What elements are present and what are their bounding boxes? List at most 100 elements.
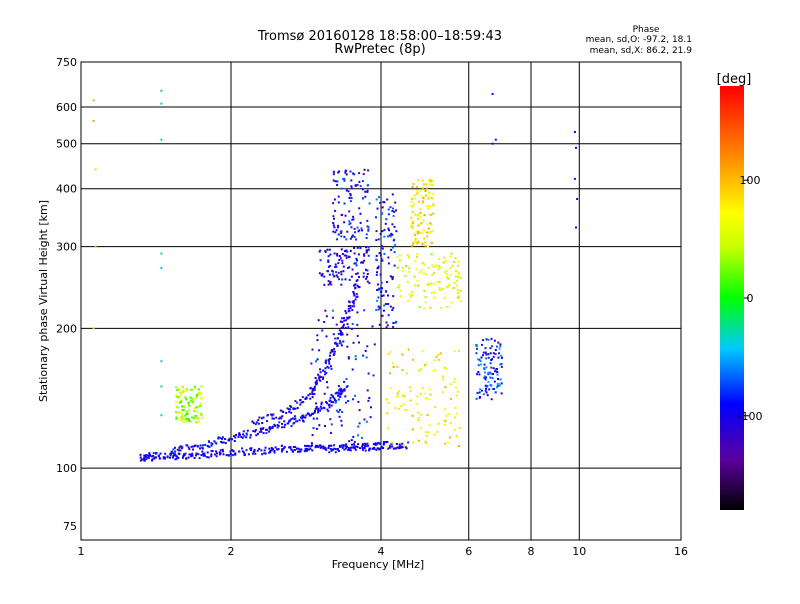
data-point xyxy=(309,397,312,400)
data-point xyxy=(188,409,191,412)
data-point xyxy=(426,205,429,208)
data-point xyxy=(257,422,260,425)
data-point xyxy=(193,407,196,410)
data-point xyxy=(410,217,413,219)
data-point xyxy=(395,395,398,398)
data-point xyxy=(195,395,198,398)
y-tick-label: 75 xyxy=(63,520,77,533)
data-point xyxy=(416,242,419,245)
data-point xyxy=(376,447,379,450)
data-point xyxy=(337,398,340,401)
data-point xyxy=(348,196,351,199)
data-point xyxy=(482,351,485,354)
data-point xyxy=(380,295,383,297)
data-point xyxy=(438,258,441,261)
data-point xyxy=(326,248,329,251)
data-point xyxy=(261,453,264,456)
data-point xyxy=(315,382,318,385)
data-point xyxy=(416,191,419,194)
data-point xyxy=(485,353,488,356)
data-point xyxy=(358,422,361,425)
data-point xyxy=(340,248,343,251)
data-point xyxy=(410,204,413,207)
data-point xyxy=(449,267,451,270)
data-point xyxy=(456,284,459,287)
data-point xyxy=(406,254,409,257)
data-point xyxy=(349,307,352,310)
data-point xyxy=(328,403,331,406)
data-point xyxy=(200,385,203,388)
data-point xyxy=(371,447,374,450)
data-point xyxy=(401,394,404,397)
data-point xyxy=(193,417,196,420)
data-point xyxy=(386,281,389,283)
data-point xyxy=(284,423,287,426)
data-point xyxy=(442,287,445,290)
data-point xyxy=(324,367,327,370)
data-point xyxy=(438,265,441,268)
data-point xyxy=(384,222,387,225)
data-point xyxy=(360,436,363,439)
data-point xyxy=(395,230,398,233)
data-point xyxy=(193,415,196,418)
data-point xyxy=(386,440,389,443)
data-point xyxy=(477,371,480,373)
data-point xyxy=(429,393,432,396)
data-point xyxy=(456,264,459,267)
data-point xyxy=(411,197,413,200)
data-point xyxy=(428,191,431,194)
data-point xyxy=(387,303,390,305)
data-point xyxy=(445,276,448,279)
y-axis-label: Stationary phase Virtual Height [km] xyxy=(37,200,50,402)
data-point xyxy=(354,287,357,290)
data-point xyxy=(316,339,319,342)
data-point xyxy=(439,352,442,355)
data-point xyxy=(365,445,368,448)
data-point xyxy=(324,425,326,427)
data-point xyxy=(414,234,416,236)
data-point xyxy=(420,242,423,245)
data-point xyxy=(426,223,429,226)
data-point xyxy=(296,447,298,450)
data-point xyxy=(271,426,274,429)
data-point xyxy=(446,269,448,272)
data-point xyxy=(430,241,433,244)
data-point xyxy=(392,322,395,324)
data-point xyxy=(325,371,328,374)
data-point xyxy=(333,275,336,278)
data-point xyxy=(431,264,434,267)
data-point xyxy=(340,392,343,395)
data-point xyxy=(376,289,379,291)
data-point xyxy=(219,453,221,456)
data-point xyxy=(422,219,425,222)
data-point xyxy=(191,454,194,457)
data-point xyxy=(324,447,327,450)
data-point xyxy=(420,269,423,272)
data-point xyxy=(290,448,293,451)
data-point xyxy=(193,457,196,459)
data-point xyxy=(299,403,302,406)
colorbar-tick-label: 0 xyxy=(747,292,754,305)
data-point xyxy=(343,221,346,224)
data-point xyxy=(339,445,342,448)
data-point xyxy=(174,454,177,457)
data-point xyxy=(344,171,347,174)
data-point xyxy=(485,391,488,394)
data-point xyxy=(173,454,176,457)
data-point xyxy=(492,373,494,375)
data-point xyxy=(356,183,359,186)
data-point xyxy=(332,179,335,182)
data-point xyxy=(400,289,402,292)
grid-lines xyxy=(81,62,681,540)
data-point xyxy=(362,173,365,176)
data-point xyxy=(408,267,411,270)
data-point xyxy=(491,377,494,380)
data-point xyxy=(197,417,200,420)
data-point xyxy=(493,339,496,342)
data-point xyxy=(318,272,321,275)
data-point xyxy=(292,446,295,448)
data-point xyxy=(396,446,399,449)
data-point xyxy=(359,447,361,450)
data-point xyxy=(311,387,314,390)
data-point xyxy=(315,407,318,410)
